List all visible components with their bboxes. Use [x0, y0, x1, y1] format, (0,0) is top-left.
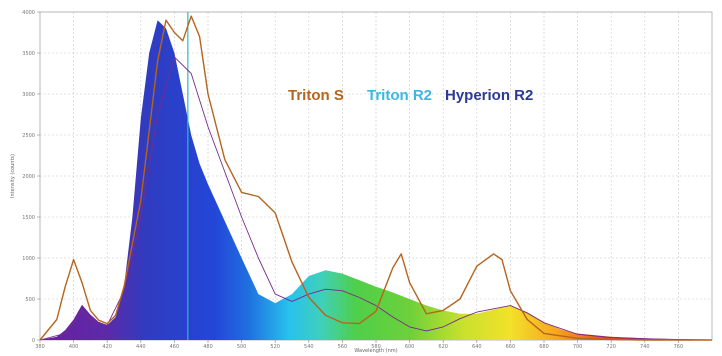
x-tick-label-1: 400: [69, 344, 79, 350]
series-line-2: [39, 15, 712, 341]
x-tick-label-2: 420: [102, 344, 112, 350]
y-axis-label: Intensity (counts): [10, 154, 16, 198]
y-tick-label-1: 500: [25, 297, 35, 303]
legend: Triton S Triton R2 Hyperion R2: [288, 87, 533, 104]
x-tick-label-10: 580: [371, 344, 381, 350]
y-tick-label-3: 1500: [22, 215, 35, 221]
x-tick-label-3: 440: [136, 344, 146, 350]
x-tick-label-13: 640: [472, 344, 482, 350]
x-tick-label-19: 760: [674, 344, 684, 350]
x-tick-label-17: 720: [606, 344, 616, 350]
x-tick-label-12: 620: [438, 344, 448, 350]
y-tick-label-2: 1000: [22, 256, 35, 262]
y-tick-label-5: 2500: [22, 133, 35, 139]
x-tick-label-11: 600: [405, 344, 415, 350]
x-tick-label-4: 460: [170, 344, 180, 350]
line-layer: [39, 12, 713, 341]
axes: 380 400 420 440 460 480 500 520 540 560 580 600 620 6…: [10, 10, 683, 354]
x-tick-label-0: 380: [35, 344, 45, 350]
x-tick-label-7: 520: [270, 344, 280, 350]
x-tick-label-6: 500: [237, 344, 247, 350]
legend-item-0: Triton S: [288, 87, 344, 104]
x-tick-label-14: 660: [506, 344, 516, 350]
x-tick-label-16: 700: [573, 344, 583, 350]
area-layer: [40, 20, 712, 340]
x-tick-label-5: 480: [203, 344, 213, 350]
series-area-0: [40, 20, 712, 340]
y-tick-label-6: 3000: [22, 92, 35, 98]
x-tick-label-9: 560: [338, 344, 348, 350]
y-tick-label-7: 3500: [22, 51, 35, 57]
y-tick-label-8: 4000: [22, 10, 35, 16]
y-tick-label-4: 2000: [22, 174, 35, 180]
x-tick-label-18: 740: [640, 344, 650, 350]
x-tick-label-8: 540: [304, 344, 314, 350]
legend-item-2: Hyperion R2: [445, 87, 533, 104]
x-tick-label-15: 680: [539, 344, 549, 350]
legend-item-1: Triton R2: [367, 87, 432, 104]
y-tick-label-0: 0: [32, 338, 35, 344]
x-axis-label: Wavelength (nm): [354, 348, 397, 354]
